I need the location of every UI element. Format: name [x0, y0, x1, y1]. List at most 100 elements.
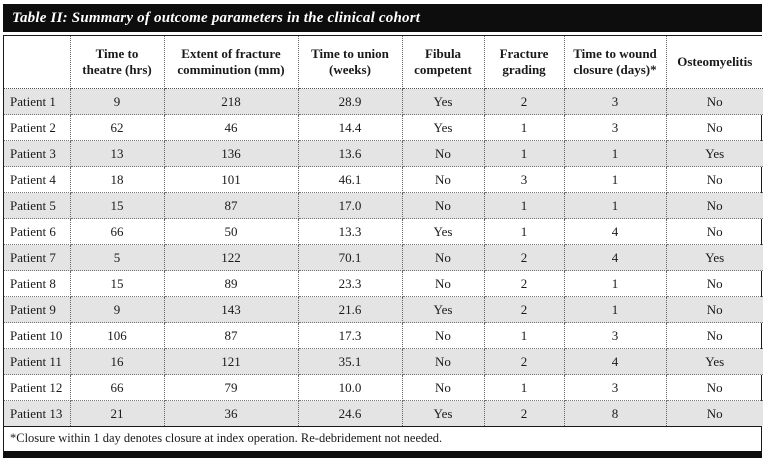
table-cell: 9 — [70, 296, 165, 323]
table-cell: No — [402, 348, 485, 375]
row-label: Patient 4 — [4, 166, 71, 193]
table-cell: Yes — [402, 88, 485, 115]
column-header: Fracture grading — [484, 36, 565, 89]
table-cell: Yes — [402, 218, 485, 245]
column-header: Osteomyelitis — [666, 36, 763, 89]
row-label: Patient 5 — [4, 192, 71, 219]
table-container: Time to theatre (hrs) Extent of fracture … — [3, 35, 763, 458]
table-cell: 8 — [564, 400, 667, 426]
table-cell: 2 — [484, 400, 565, 426]
table-cell: 3 — [564, 322, 667, 349]
table-cell: No — [402, 270, 485, 297]
table-cell: 4 — [564, 244, 667, 271]
table-row: Patient 10 106 87 17.3 No 1 3 No — [4, 322, 763, 349]
table-cell: 23.3 — [298, 270, 403, 297]
table-row: Patient 8 15 89 23.3 No 2 1 No — [4, 270, 763, 297]
table-cell: 4 — [564, 348, 667, 375]
table-cell: 121 — [164, 348, 299, 375]
table-cell: 2 — [484, 348, 565, 375]
table-cell: 101 — [164, 166, 299, 193]
table-cell: Yes — [402, 114, 485, 141]
table-cell: 16 — [70, 348, 165, 375]
row-label: Patient 10 — [4, 322, 71, 349]
table-cell: 106 — [70, 322, 165, 349]
table-cell: 70.1 — [298, 244, 403, 271]
table-cell: 10.0 — [298, 374, 403, 401]
table-cell: 79 — [164, 374, 299, 401]
table-cell: 13 — [70, 140, 165, 167]
table-cell: 46.1 — [298, 166, 403, 193]
outcome-table: Time to theatre (hrs) Extent of fracture … — [4, 36, 763, 426]
table-cell: 14.4 — [298, 114, 403, 141]
table-cell: Yes — [666, 140, 763, 167]
table-cell: 17.0 — [298, 192, 403, 219]
table-cell: No — [402, 140, 485, 167]
table-cell: 1 — [484, 140, 565, 167]
table-cell: No — [402, 322, 485, 349]
table-cell: 89 — [164, 270, 299, 297]
table-cell: 66 — [70, 374, 165, 401]
table-cell: 1 — [564, 270, 667, 297]
table-cell: 218 — [164, 88, 299, 115]
column-header: Time to union (weeks) — [298, 36, 403, 89]
table-cell: No — [666, 374, 763, 401]
table-cell: No — [666, 400, 763, 426]
table-row: Patient 12 66 79 10.0 No 1 3 No — [4, 374, 763, 401]
table-cell: 66 — [70, 218, 165, 245]
table-cell: 3 — [564, 374, 667, 401]
row-label: Patient 9 — [4, 296, 71, 323]
table-cell: Yes — [666, 244, 763, 271]
table-cell: 1 — [564, 166, 667, 193]
row-label: Patient 2 — [4, 114, 71, 141]
table-cell: 13.6 — [298, 140, 403, 167]
table-cell: 15 — [70, 192, 165, 219]
table-cell: 36 — [164, 400, 299, 426]
table-row: Patient 9 9 143 21.6 Yes 2 1 No — [4, 296, 763, 323]
row-label: Patient 13 — [4, 400, 71, 426]
table-cell: 1 — [484, 192, 565, 219]
table-cell: 2 — [484, 88, 565, 115]
row-label: Patient 12 — [4, 374, 71, 401]
table-cell: 24.6 — [298, 400, 403, 426]
table-cell: 3 — [564, 114, 667, 141]
table-cell: 1 — [484, 114, 565, 141]
column-header: Fibula competent — [402, 36, 485, 89]
table-cell: 2 — [484, 244, 565, 271]
table-cell: No — [666, 166, 763, 193]
table-cell: No — [666, 322, 763, 349]
table-row: Patient 7 5 122 70.1 No 2 4 Yes — [4, 244, 763, 271]
table-cell: No — [666, 88, 763, 115]
page: Table II: Summary of outcome parameters … — [3, 4, 763, 458]
column-header: Extent of fracture comminution (mm) — [164, 36, 299, 89]
table-cell: 21.6 — [298, 296, 403, 323]
table-cell: Yes — [402, 296, 485, 323]
table-cell: 122 — [164, 244, 299, 271]
table-cell: 35.1 — [298, 348, 403, 375]
row-label: Patient 1 — [4, 88, 71, 115]
table-cell: No — [402, 166, 485, 193]
table-row: Patient 4 18 101 46.1 No 3 1 No — [4, 166, 763, 193]
table-cell: 4 — [564, 218, 667, 245]
table-cell: 3 — [484, 166, 565, 193]
table-cell: 1 — [564, 296, 667, 323]
table-cell: 1 — [484, 218, 565, 245]
table-cell: 9 — [70, 88, 165, 115]
table-cell: 1 — [484, 374, 565, 401]
corner-header — [4, 36, 71, 89]
table-row: Patient 6 66 50 13.3 Yes 1 4 No — [4, 218, 763, 245]
table-cell: No — [666, 192, 763, 219]
table-cell: 3 — [564, 88, 667, 115]
table-cell: 87 — [164, 192, 299, 219]
table-cell: 62 — [70, 114, 165, 141]
table-cell: 5 — [70, 244, 165, 271]
row-label: Patient 6 — [4, 218, 71, 245]
table-cell: 2 — [484, 270, 565, 297]
table-cell: 15 — [70, 270, 165, 297]
table-cell: No — [402, 192, 485, 219]
table-cell: 46 — [164, 114, 299, 141]
row-label: Patient 8 — [4, 270, 71, 297]
table-cell: 1 — [564, 140, 667, 167]
table-title-bar: Table II: Summary of outcome parameters … — [3, 4, 762, 32]
table-cell: 28.9 — [298, 88, 403, 115]
table-cell: No — [666, 270, 763, 297]
